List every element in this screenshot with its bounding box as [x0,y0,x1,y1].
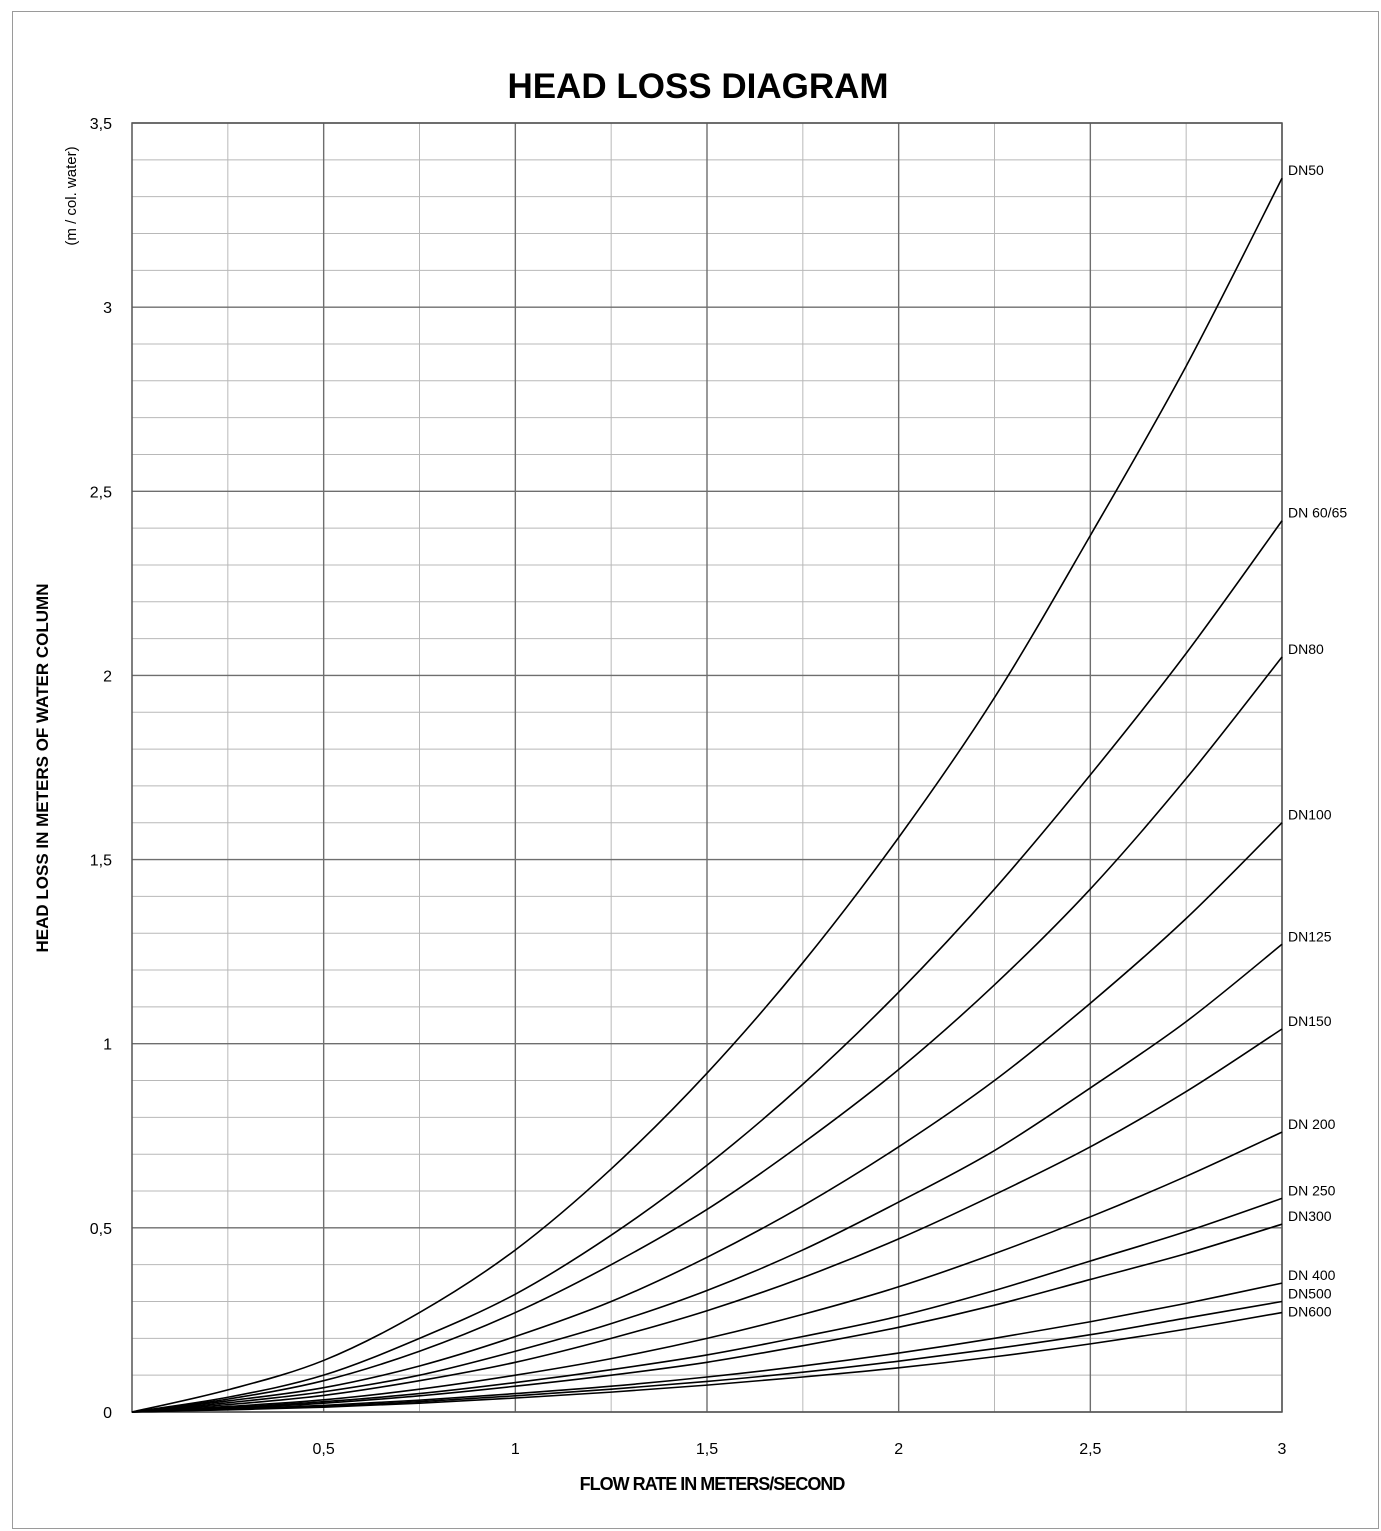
x-tick-label: 0,5 [313,1441,335,1458]
series-label: DN100 [1288,807,1332,823]
chart-frame [12,11,1379,1529]
y-tick-label: 1,5 [90,853,112,870]
series-line [131,1131,1283,1413]
series-label: DN125 [1288,928,1332,944]
series-end-labels: DN50 DN 60/65 DN80 DN100 DN125 DN150 DN 200 DN … [1288,162,1347,1319]
y-tick-label: 2,5 [90,484,112,501]
y-tick-label: 2 [103,668,112,685]
series-line [131,943,1283,1413]
chart-title: HEAD LOSS DIAGRAM [507,67,888,106]
x-tick-label: 1,5 [696,1441,718,1458]
x-axis-label: FLOW RATE IN METERS/SECOND [580,1474,846,1494]
y-tick-label: 3,5 [90,116,112,133]
series-label: DN300 [1288,1208,1332,1224]
x-tick-label: 3 [1278,1441,1287,1458]
series-line [131,1223,1283,1413]
series-label: DN80 [1288,641,1324,657]
series-line [131,822,1283,1413]
series-line [131,1311,1283,1413]
series-line [131,1028,1283,1413]
major-gridlines [132,122,1283,1413]
x-tick-label: 2,5 [1079,1441,1101,1458]
series-label: DN 250 [1288,1182,1336,1198]
x-tick-label: 1 [511,1441,520,1458]
series-label: DN150 [1288,1013,1332,1029]
x-tick-label: 2 [894,1441,903,1458]
y-axis-unit-label: (m / col. water) [63,146,80,245]
series-line [131,520,1283,1413]
series-line [131,1282,1283,1413]
y-axis-label: HEAD LOSS IN METERS OF WATER COLUMN [33,584,52,953]
y-tick-label: 0,5 [90,1221,112,1238]
series-line [131,1197,1283,1413]
y-tick-label: 1 [103,1037,112,1054]
series-line [131,177,1283,1413]
series-label: DN500 [1288,1286,1332,1302]
plot-area-border [131,122,1283,1413]
series-lines [131,177,1283,1413]
x-tick-labels: 0,5 1 1,5 2 2,5 3 [313,1441,1287,1458]
series-label: DN600 [1288,1304,1332,1320]
series-line [131,656,1283,1413]
series-label: DN 400 [1288,1267,1336,1283]
series-label: DN50 [1288,162,1324,178]
series-label: DN 200 [1288,1116,1336,1132]
y-tick-label: 3 [103,300,112,317]
series-label: DN 60/65 [1288,505,1347,521]
y-tick-labels: 0 0,5 1 1,5 2 2,5 3 3,5 [90,116,112,1422]
y-tick-label: 0 [103,1405,112,1422]
